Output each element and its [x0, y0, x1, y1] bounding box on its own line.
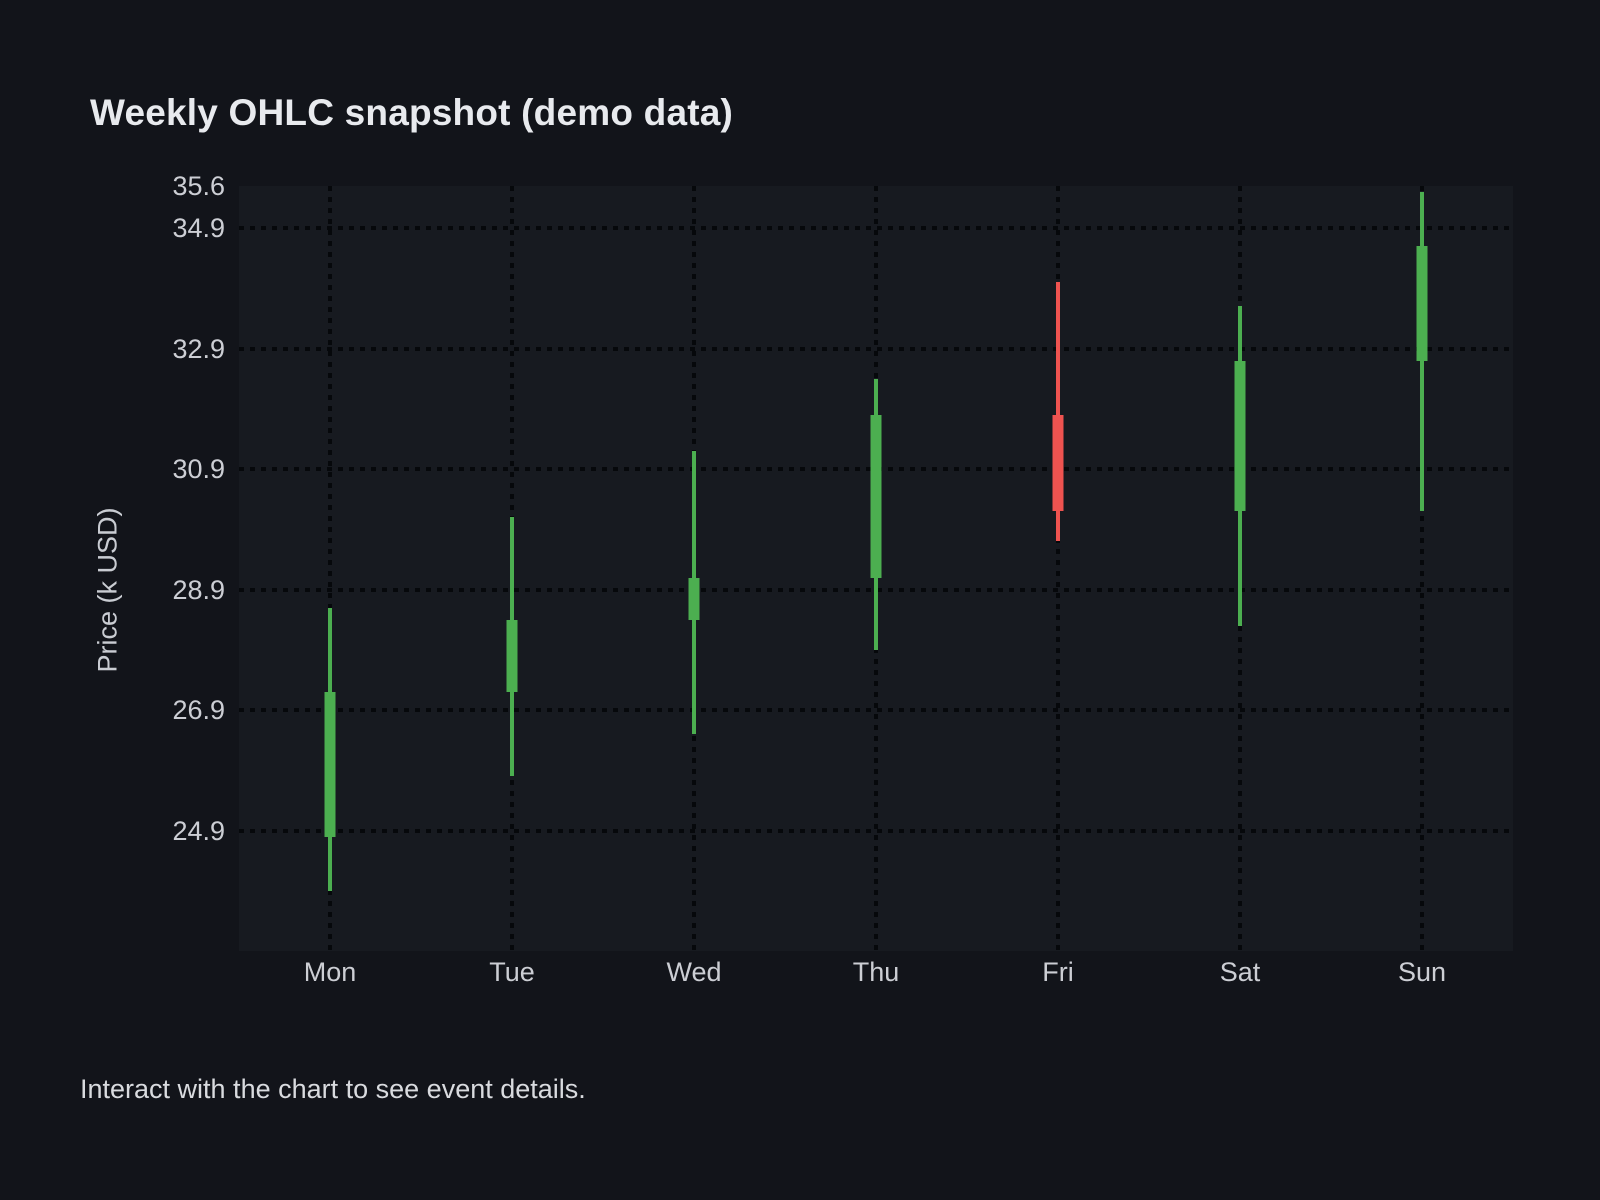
- candle-body-fri[interactable]: [1052, 414, 1064, 512]
- candlestick-plot-area[interactable]: [239, 186, 1513, 951]
- x-tick-label: Tue: [489, 957, 535, 987]
- v-gridline: [328, 186, 332, 951]
- y-tick-label: 26.9: [172, 695, 225, 726]
- candle-wick-fri[interactable]: [1056, 282, 1060, 542]
- x-tick-label: Sat: [1219, 957, 1261, 987]
- y-tick-label: 24.9: [172, 815, 225, 846]
- x-tick-label: Mon: [303, 957, 357, 987]
- y-tick-label: 32.9: [172, 333, 225, 364]
- y-tick-label: 28.9: [172, 574, 225, 605]
- candle-body-sat[interactable]: [1234, 360, 1246, 512]
- x-tick-label: Sun: [1397, 957, 1447, 987]
- y-tick-label: 35.6: [172, 171, 225, 201]
- v-gridline: [1420, 186, 1424, 951]
- candle-body-tue[interactable]: [506, 619, 518, 692]
- x-tick-label: Fri: [1042, 957, 1074, 987]
- v-gridline: [1056, 186, 1060, 951]
- candle-body-sun[interactable]: [1416, 246, 1428, 361]
- candle-body-mon[interactable]: [324, 691, 336, 837]
- x-tick-label: Thu: [852, 957, 900, 987]
- y-tick-label: 34.9: [172, 213, 225, 244]
- candle-body-thu[interactable]: [870, 414, 882, 578]
- x-tick-label: Wed: [666, 957, 722, 987]
- candle-body-wed[interactable]: [688, 577, 700, 620]
- chart-title: Weekly OHLC snapshot (demo data): [90, 92, 734, 133]
- y-tick-label: 30.9: [172, 454, 225, 485]
- chart-caption: Interact with the chart to see event det…: [80, 1074, 586, 1104]
